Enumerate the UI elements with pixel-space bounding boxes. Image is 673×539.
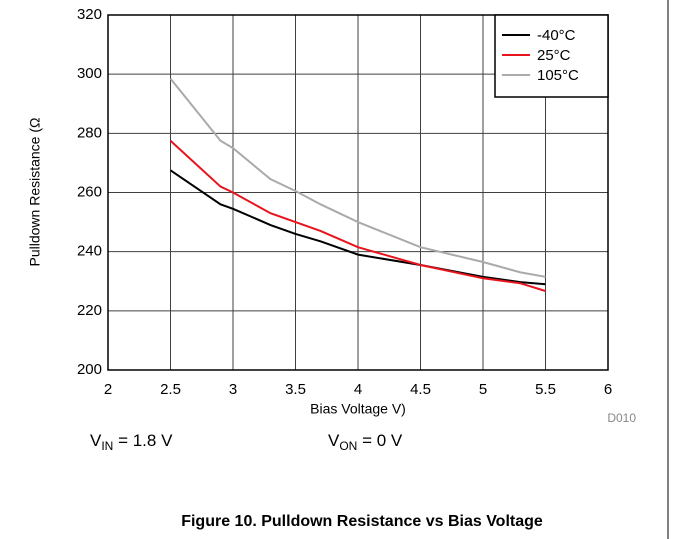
annotation-rest: = 1.8 V [113, 431, 173, 450]
figure-code: D010 [607, 411, 636, 425]
x-tick-label: 2 [104, 381, 112, 398]
data-line [169, 77, 546, 278]
x-tick-label: 3.5 [285, 381, 306, 398]
annotation-sub: IN [101, 439, 113, 453]
y-tick-label: 240 [77, 243, 102, 260]
y-tick-label: 280 [77, 124, 102, 141]
plot-frame [107, 14, 609, 371]
y-tick-label: 200 [77, 361, 102, 378]
x-tick-label: 4.5 [410, 381, 431, 398]
annotation: VIN = 1.8 V [90, 431, 173, 453]
x-tick-label: 2.5 [160, 381, 181, 398]
annotation-main: V [328, 431, 340, 450]
data-line [169, 169, 546, 286]
annotation-rest: = 0 V [357, 431, 403, 450]
annotation-main: V [90, 431, 102, 450]
y-tick-label: 220 [77, 302, 102, 319]
x-tick-label: 3 [229, 381, 237, 398]
data-line [169, 139, 546, 292]
legend-label: 25°C [537, 47, 571, 64]
y-tick-label: 260 [77, 183, 102, 200]
legend-label: -40°C [537, 27, 576, 44]
annotation: VON = 0 V [328, 431, 403, 453]
y-tick-label: 320 [77, 6, 102, 23]
annotation-sub: ON [339, 439, 357, 453]
y-axis-label: Pulldown Resistance (Ω [27, 118, 43, 267]
chart-title: Figure 10. Pulldown Resistance vs Bias V… [181, 513, 543, 530]
x-tick-label: 5 [479, 381, 487, 398]
legend-label: 105°C [537, 67, 579, 84]
x-axis-label: Bias Voltage V) [310, 401, 406, 417]
x-tick-label: 5.5 [535, 381, 556, 398]
x-tick-label: 4 [354, 381, 362, 398]
y-tick-label: 300 [77, 65, 102, 82]
x-tick-label: 6 [604, 381, 612, 398]
